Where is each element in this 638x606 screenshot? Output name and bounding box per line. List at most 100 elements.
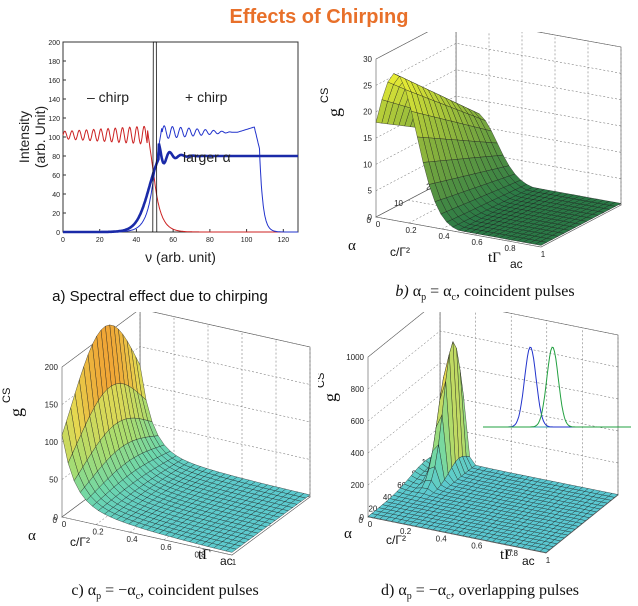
z-tick-label: 15 <box>363 134 372 143</box>
x-tick-label: 100 <box>241 237 253 244</box>
panel-a-chart: 0 20 40 60 80 100 120 140 160 180 200 0 20 40 60 80 100 1… <box>16 40 299 265</box>
z-tick-label: 0 <box>54 513 59 522</box>
z-tick-label: 20 <box>363 108 372 117</box>
y-tick-label: 0 <box>367 216 372 225</box>
x-tick-label: 0 <box>61 237 65 244</box>
x-axis-label-sub: ac <box>522 554 535 568</box>
x-tick-label: 0.2 <box>405 226 417 235</box>
z-axis-label-sup: CS <box>319 88 331 103</box>
z-tick-label: 0 <box>360 513 365 522</box>
x-tick-label: 0 <box>368 520 373 529</box>
x-tick-label: 120 <box>277 237 289 244</box>
x-tick-label: 0.4 <box>438 232 450 241</box>
x-tick-label: 0.6 <box>160 543 172 552</box>
plot-frame <box>62 41 299 233</box>
x-tick-label: 0.4 <box>126 535 138 544</box>
z-tick-label: 1000 <box>346 353 364 362</box>
z-tick-label: 30 <box>363 55 372 64</box>
x-tick-label: 0.8 <box>194 550 206 559</box>
series-larger-alpha-line <box>63 143 298 234</box>
y-tick-label: 100 <box>48 135 60 142</box>
panel-d-caption: d) αp = −αc, overlapping pulses <box>380 582 580 603</box>
x-tick-label: 0.4 <box>436 534 448 543</box>
z-tick-label: 50 <box>49 476 58 485</box>
annotation-minus-chirp: – chirp <box>87 89 129 105</box>
z-tick-label: 400 <box>351 449 365 458</box>
y-tick-label: 60 <box>397 481 406 490</box>
x-tick-label: 0.8 <box>507 549 519 558</box>
y-axis-label-line2: (arb. Unit) <box>32 106 48 168</box>
y-axis-label: α <box>28 528 36 544</box>
z-tick-label: 200 <box>351 481 365 490</box>
z-axis-label: g <box>324 108 344 117</box>
y-tick-label: 140 <box>48 97 60 104</box>
z-tick-label: 100 <box>45 438 59 447</box>
x-tick-label: 0.2 <box>400 527 412 536</box>
z-grid-line <box>61 312 311 368</box>
panel-a-caption: a) Spectral effect due to chirping <box>52 288 268 305</box>
surface-patch <box>225 547 237 553</box>
z-tick-label: 200 <box>45 363 59 372</box>
x-tick-label: 0.6 <box>471 238 483 247</box>
x-tick-label: 0.6 <box>471 542 483 551</box>
panel-c-caption: c) αp = −αc, coincident pulses <box>71 582 259 603</box>
x-tick-label: 0.2 <box>92 528 104 537</box>
x-tick-label: 0 <box>62 520 67 529</box>
panel-b-caption: b) αp = αc, coincident pulses <box>395 283 575 304</box>
y-tick-label: 20 <box>368 504 377 513</box>
x-axis-label-sub: ac <box>220 554 233 568</box>
z-tick-label: 10 <box>363 160 372 169</box>
inset-pulse-green <box>483 346 631 428</box>
panel-d-chart: 0200400600800100000.20.40.60.81020406080… <box>318 312 631 568</box>
y-tick-label: 80 <box>52 154 60 161</box>
z-grid-line <box>367 312 619 358</box>
z-axis-label-sup: CS <box>1 388 13 403</box>
surface-patch <box>534 241 548 246</box>
x-tick-label: 80 <box>206 237 214 244</box>
y-tick-label: 0 <box>359 516 364 525</box>
x-tick-label: 1 <box>232 558 237 567</box>
annotation-plus-chirp: + chirp <box>185 89 228 105</box>
z-tick-label: 800 <box>351 385 365 394</box>
x-tick-label: 1 <box>546 556 551 565</box>
z-tick-label: 5 <box>368 187 373 196</box>
y-grid-line <box>61 516 233 556</box>
x-axis-label: ν (arb. unit) <box>145 249 216 265</box>
y-tick-label: 60 <box>52 173 60 180</box>
series-minus-chirp-line <box>62 125 298 233</box>
y-tick-label: 20 <box>52 211 60 218</box>
annotation-larger-alpha: larger α <box>183 149 231 165</box>
y-axis-label-sub: c/Γ² <box>70 535 90 549</box>
z-tick-label: 600 <box>351 417 365 426</box>
surface-patch <box>539 548 550 553</box>
x-tick-label: 60 <box>169 237 177 244</box>
x-axis-label: tΓ <box>488 250 501 266</box>
page-title: Effects of Chirping <box>229 6 409 28</box>
y-tick-label: 160 <box>48 78 60 85</box>
y-axis-label: Intensity <box>16 111 32 163</box>
x-tick-label: 20 <box>96 237 104 244</box>
y-tick-label: 10 <box>394 199 403 208</box>
x-axis-label: tΓ <box>198 547 211 563</box>
y-tick-label: 180 <box>48 59 60 66</box>
z-axis-label: g <box>320 393 340 402</box>
y-tick-label: 0 <box>53 516 58 525</box>
panel-b-chart: 05101520253000.20.40.60.8101020gCStΓacαc… <box>319 32 622 271</box>
y-axis-label: α <box>344 526 352 542</box>
y-tick-label: 40 <box>383 493 392 502</box>
z-tick-label: 0 <box>368 213 373 222</box>
x-tick-label: 40 <box>133 237 141 244</box>
x-axis-label: tΓ <box>500 547 513 563</box>
z-tick-label: 150 <box>45 401 59 410</box>
z-axis-label: g <box>6 408 26 417</box>
x-tick-label: 0 <box>376 220 381 229</box>
y-tick-label: 0 <box>56 230 60 237</box>
y-axis-label-sub: c/Γ² <box>390 245 410 259</box>
x-tick-label: 1 <box>541 250 546 259</box>
y-axis-label-sub: c/Γ² <box>386 533 406 547</box>
z-axis-label-sup: CS <box>318 373 327 388</box>
y-tick-label: 120 <box>48 116 60 123</box>
x-tick-label: 0.8 <box>504 244 516 253</box>
panel-c-chart: 05010015020000.20.40.60.81050100gCStΓacα… <box>1 312 311 568</box>
x-axis-label-sub: ac <box>510 257 523 271</box>
